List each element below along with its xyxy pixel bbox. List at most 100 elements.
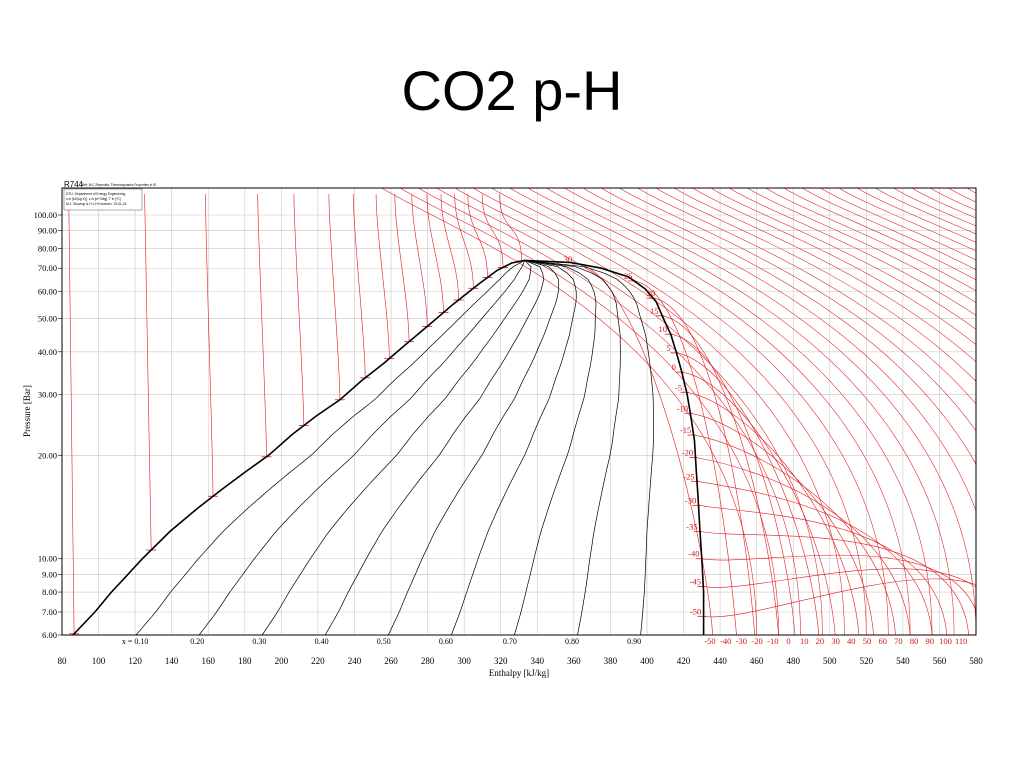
isotherm-supercritical-line xyxy=(400,188,779,635)
y-tick-label: 8.00 xyxy=(42,587,57,597)
isotherm-vapor-line xyxy=(634,280,737,635)
isotherm-label: -20 xyxy=(682,448,693,458)
isotherm-liquid-line xyxy=(481,194,504,268)
x-tick-label: 400 xyxy=(640,656,654,666)
y-tick-label: 40.00 xyxy=(38,347,57,357)
x-tick-label: 540 xyxy=(896,656,910,666)
isotherm-vapor-line xyxy=(703,578,976,618)
isotherm-supercritical-line xyxy=(820,188,976,261)
x-tick-label: 340 xyxy=(531,656,545,666)
isotherm-supercritical-line xyxy=(491,188,889,635)
y-tick-label: 90.00 xyxy=(38,226,57,236)
isotherm-supercritical-line xyxy=(582,188,976,513)
isotherm-label: 15 xyxy=(650,306,659,316)
isotherm-label: 30 xyxy=(564,254,573,264)
y-tick-label: 10.00 xyxy=(38,554,57,564)
isotherm-supercritical-line xyxy=(875,188,976,235)
x-tick-label: 320 xyxy=(494,656,508,666)
isotherm-supercritical-line xyxy=(527,188,933,635)
isotherm-supercritical-line xyxy=(966,188,976,194)
header-line-2: s in [kJ/(kg K)]. v in [m^3/kg]. T in [º… xyxy=(66,197,121,201)
header-line-3: M.J. Skovrup & H.J.H Knudsen. 19-01-24 xyxy=(66,202,127,206)
isotherm-bottom-label: -30 xyxy=(736,636,747,646)
quality-line xyxy=(135,260,525,636)
quality-line xyxy=(524,260,654,636)
isotherm-vapor-line xyxy=(701,554,976,613)
quality-label: 0.70 xyxy=(503,637,517,646)
isotherm-vapor-line xyxy=(699,531,969,635)
isotherm-liquid-line xyxy=(454,194,474,289)
x-tick-label: 280 xyxy=(421,656,435,666)
quality-line xyxy=(451,260,577,636)
isotherm-vapor-line xyxy=(676,352,820,635)
isotherm-bottom-label: 110 xyxy=(955,636,967,646)
y-axis-label: Pressure [Bar] xyxy=(22,385,32,437)
isotherm-supercritical-line xyxy=(655,188,976,382)
x-tick-label: 500 xyxy=(823,656,837,666)
isotherm-vapor-line xyxy=(681,371,836,635)
isotherm-bottom-label: -50 xyxy=(704,636,715,646)
x-tick-label: 260 xyxy=(384,656,398,666)
x-tick-label: 360 xyxy=(567,656,581,666)
isotherm-supercritical-line xyxy=(857,188,976,243)
quality-label: 0.80 xyxy=(565,637,579,646)
quality-line xyxy=(524,260,621,636)
isotherm-bottom-label: -10 xyxy=(767,636,778,646)
isotherm-liquid-line xyxy=(328,194,341,400)
quality-label: x = 0.10 xyxy=(122,637,149,646)
isotherm-supercritical-line xyxy=(747,188,976,303)
isotherm-liquid-line xyxy=(144,194,152,551)
x-axis-label: Enthalpy [kJ/kg] xyxy=(489,668,549,678)
isotherm-supercritical-line xyxy=(729,188,976,316)
isotherm-bottom-label: 30 xyxy=(831,636,840,646)
isotherm-label: -35 xyxy=(686,522,697,532)
quality-label: 0.20 xyxy=(190,637,204,646)
isotherm-vapor-line xyxy=(662,315,779,635)
plot-frame xyxy=(61,187,977,636)
isotherm-label: 0 xyxy=(672,362,676,372)
isotherm-label: -5 xyxy=(675,382,682,392)
x-tick-label: 200 xyxy=(275,656,289,666)
x-tick-label: 420 xyxy=(677,656,691,666)
isotherm-bottom-label: 20 xyxy=(816,636,825,646)
x-tick-label: 140 xyxy=(165,656,179,666)
isotherm-supercritical-line xyxy=(838,188,976,252)
isotherm-supercritical-line xyxy=(473,188,867,635)
isotherm-supercritical-line xyxy=(802,188,976,271)
saturated-liquid-line xyxy=(72,259,525,636)
isotherm-bottom-label: 50 xyxy=(863,636,872,646)
isotherm-bottom-label: -40 xyxy=(720,636,731,646)
isotherm-label: -45 xyxy=(690,577,701,587)
isotherm-vapor-line xyxy=(690,413,874,635)
isotherm-liquid-line xyxy=(375,194,390,359)
isotherm-supercritical-line xyxy=(381,188,757,635)
isotherm-label: -10 xyxy=(677,403,688,413)
isotherm-supercritical-line xyxy=(454,188,845,635)
x-tick-label: 580 xyxy=(969,656,983,666)
isotherm-liquid-line xyxy=(499,194,522,262)
x-tick-label: 220 xyxy=(311,656,325,666)
x-tick-label: 520 xyxy=(860,656,874,666)
isotherm-lines xyxy=(68,188,976,635)
isotherm-bottom-label: -20 xyxy=(751,636,762,646)
isotherm-supercritical-line xyxy=(418,188,801,635)
isotherm-label: -30 xyxy=(685,495,696,505)
x-tick-label: 80 xyxy=(58,656,68,666)
header-box xyxy=(63,188,143,211)
isotherm-supercritical-line xyxy=(509,188,911,635)
y-tick-label: 9.00 xyxy=(42,569,57,579)
isotherm-liquid-line xyxy=(257,194,267,457)
isotherm-vapor-line xyxy=(670,333,796,635)
quality-lines xyxy=(135,260,654,636)
isotherm-vapor-line xyxy=(686,392,860,635)
quality-line xyxy=(324,260,545,636)
x-tick-label: 380 xyxy=(604,656,618,666)
slide-title: CO2 p-H xyxy=(401,59,623,122)
isotherm-bottom-label: 40 xyxy=(847,636,856,646)
quality-line xyxy=(261,260,532,636)
isotherm-label: 10 xyxy=(658,324,667,334)
isotherm-supercritical-line xyxy=(692,188,976,346)
y-tick-label: 7.00 xyxy=(42,607,57,617)
isotherm-vapor-line xyxy=(703,568,976,588)
